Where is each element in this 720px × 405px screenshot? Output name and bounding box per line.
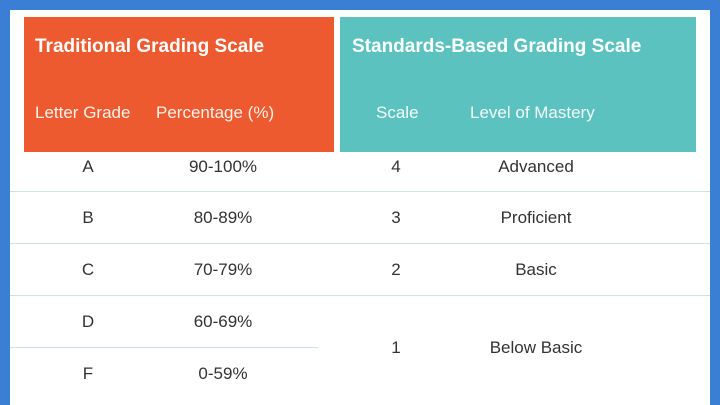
letter-grade-cell: F [82,364,94,383]
mastery-level-header: Level of Mastery [470,103,595,122]
standards-header: Standards-Based Grading Scale Scale Leve… [340,17,696,152]
letter-grade-cell: D [81,311,95,331]
table-row: C 70-79% 2 Basic [10,244,710,295]
table-row: B 80-89% 3 Proficient [10,192,710,243]
scale-header: Scale [376,103,419,122]
percentage-cell: 80-89% [193,207,253,227]
mastery-level-cell: Advanced [498,157,574,176]
mastery-level-cell: Proficient [500,207,572,227]
letter-grade-cell: A [82,157,94,176]
row-divider [10,243,710,244]
merged-row: 1 Below Basic [10,296,710,400]
table-row: D 60-69% [10,296,710,347]
table-row: A 90-100% 4 Advanced [10,142,710,192]
traditional-title: Traditional Grading Scale [35,36,265,57]
percentage-cell: 60-69% [193,311,253,331]
letter-grade-cell: C [81,259,95,279]
table-row: F 0-59% [10,348,710,400]
grading-comparison-table: Traditional Grading Scale Letter Grade P… [10,10,710,405]
mastery-level-cell: Below Basic [489,338,583,357]
percentage-cell: 90-100% [188,157,258,176]
scale-cell: 2 [391,259,401,279]
traditional-header: Traditional Grading Scale Letter Grade P… [24,17,334,152]
row-divider [10,347,318,348]
letter-grade-cell: B [82,207,94,227]
row-divider [10,295,710,296]
standards-title: Standards-Based Grading Scale [352,36,642,57]
letter-grade-header: Letter Grade [35,103,131,122]
percentage-cell: 0-59% [198,364,248,383]
percentage-header: Percentage (%) [156,103,275,122]
percentage-cell: 70-79% [193,259,253,279]
row-divider [10,191,710,192]
scale-cell: 1 [391,338,401,357]
mastery-level-cell: Basic [515,259,557,279]
scale-cell: 3 [391,207,401,227]
scale-cell: 4 [391,157,401,176]
